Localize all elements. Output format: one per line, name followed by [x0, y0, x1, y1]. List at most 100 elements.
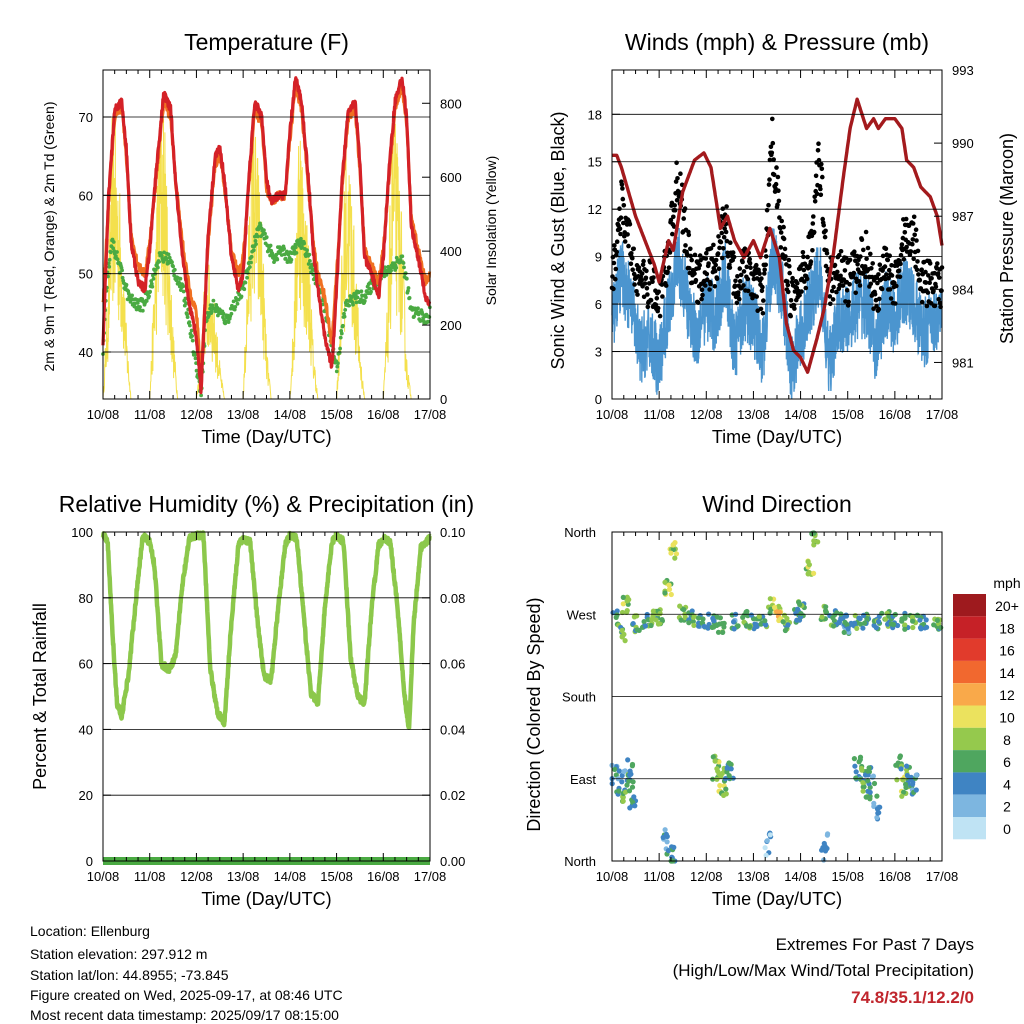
dewpoint-point: [107, 257, 112, 262]
gust-point: [688, 253, 693, 259]
direction-point: [867, 793, 873, 799]
direction-point: [764, 838, 770, 844]
y-tick-label: 9: [595, 250, 602, 265]
gust-point: [653, 302, 659, 308]
direction-point: [689, 608, 695, 614]
gust-point: [838, 273, 843, 279]
gust-point: [630, 267, 635, 273]
gust-point: [775, 202, 780, 207]
gust-point: [760, 284, 765, 290]
direction-point: [619, 772, 625, 779]
direction-point: [767, 596, 773, 602]
gust-point: [642, 281, 648, 286]
y-tick-label: 80: [79, 591, 93, 606]
y2-axis-label: Station Pressure (Maroon): [997, 133, 1017, 344]
direction-plot: [609, 530, 944, 864]
gust-point: [721, 246, 726, 251]
gust-point: [790, 275, 795, 281]
dewpoint-point: [221, 311, 226, 316]
dewpoint-point: [171, 264, 176, 269]
dewpoint-point: [172, 267, 177, 272]
direction-point: [897, 754, 903, 761]
dewpoint-point: [302, 241, 307, 246]
gust-point: [868, 281, 874, 287]
direction-point: [657, 610, 663, 617]
gust-point: [818, 192, 824, 198]
direction-point: [875, 810, 881, 816]
gust-point: [688, 246, 693, 252]
gust-point: [674, 197, 680, 203]
direction-point: [626, 788, 633, 794]
direction-point: [938, 625, 944, 631]
direction-point: [815, 539, 821, 545]
gust-point: [678, 171, 683, 176]
gust-point: [788, 298, 794, 303]
dewpoint-point: [268, 243, 273, 248]
colorbar-title: mph: [993, 575, 1020, 591]
direction-point: [782, 627, 789, 634]
gust-point: [619, 182, 625, 187]
gust-point: [671, 214, 676, 220]
direction-point: [861, 784, 867, 790]
humidity-plot: [100, 530, 432, 865]
gust-point: [741, 283, 746, 288]
gust-point: [636, 265, 642, 270]
dewpoint-point: [282, 246, 286, 251]
direction-point: [710, 776, 716, 782]
direction-point: [728, 761, 734, 767]
gust-point: [697, 262, 702, 268]
gust-point: [778, 230, 784, 235]
direction-point: [614, 608, 620, 614]
direction-point: [721, 792, 727, 799]
direction-point: [917, 617, 923, 623]
dewpoint-point: [193, 356, 198, 361]
gust-point: [927, 280, 932, 286]
direction-point: [710, 615, 716, 622]
dewpoint-point: [338, 335, 343, 340]
gust-point: [643, 275, 649, 281]
gust-point: [935, 261, 940, 266]
direction-point: [853, 775, 859, 781]
gust-point: [894, 283, 899, 289]
gust-point: [776, 198, 782, 204]
dewpoint-point: [305, 248, 309, 253]
y-tick-label: 12: [588, 202, 602, 217]
gust-point: [897, 274, 903, 280]
gust-point: [840, 283, 846, 288]
gust-point: [787, 270, 792, 276]
gust-point: [819, 166, 825, 172]
gust-point: [819, 161, 824, 167]
gust-point: [742, 246, 748, 251]
colorbar-label: 14: [999, 665, 1015, 681]
gust-point: [621, 220, 626, 226]
direction-point: [871, 780, 878, 787]
direction-point: [758, 621, 764, 627]
gust-point: [712, 268, 718, 274]
dewpoint-point: [148, 289, 153, 294]
y-tick-label: West: [567, 607, 597, 622]
gust-point: [785, 282, 791, 288]
gust-point: [761, 298, 766, 303]
gust-point: [612, 243, 617, 248]
direction-point: [619, 609, 626, 616]
gust-point: [635, 292, 640, 297]
gust-point: [821, 223, 826, 228]
dewpoint-point: [343, 308, 348, 312]
direction-point: [862, 620, 868, 626]
gust-point: [927, 261, 933, 266]
direction-point: [691, 613, 697, 620]
gust-point: [855, 262, 860, 267]
gust-point: [847, 282, 852, 287]
dewpoint-point: [335, 364, 340, 369]
relative-humidity-line: [100, 530, 432, 730]
direction-point: [696, 623, 702, 629]
dewpoint-point: [181, 284, 186, 289]
direction-point: [893, 762, 899, 768]
x-tick-label: 10/08: [87, 407, 120, 422]
dewpoint-point: [351, 302, 355, 307]
gust-point: [774, 165, 779, 170]
gust-point: [753, 270, 759, 276]
direction-point: [836, 619, 843, 625]
direction-point: [830, 615, 836, 621]
direction-point: [860, 788, 866, 794]
